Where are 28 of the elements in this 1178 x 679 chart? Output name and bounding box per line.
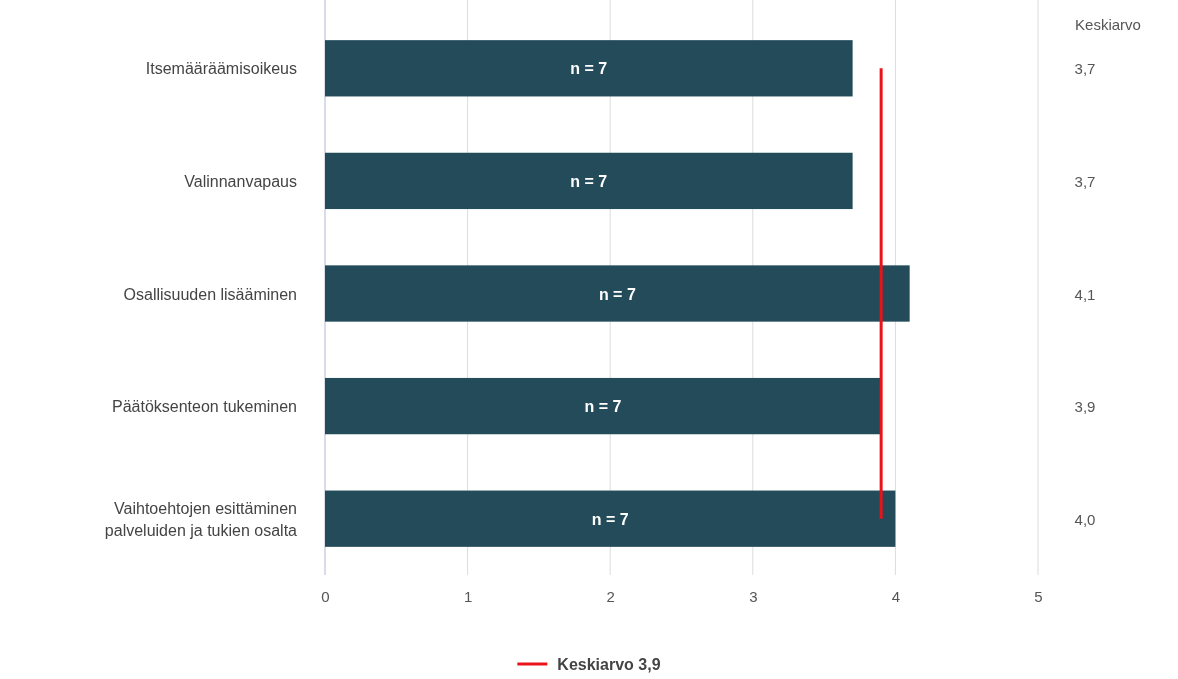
data-label: 4,0: [1074, 510, 1096, 528]
bar: [325, 40, 853, 97]
y-tick-label: Vaihtoehtojen esittäminen palveluiden ja tukien osalta: [104, 499, 298, 539]
text: Keskiarvo: [1075, 16, 1141, 33]
x-tick-label: 0: [321, 587, 330, 605]
bar: [325, 152, 853, 210]
y-tick-label: Valinnanvapaus: [184, 172, 297, 190]
annotation: n = 7: [570, 172, 608, 190]
data-label: 3,7: [1074, 60, 1096, 78]
x-tick-label: 2: [606, 587, 615, 605]
annotation: n = 7: [591, 510, 629, 528]
y-tick-label: Päätöksenteon tukeminen: [111, 398, 297, 416]
x-tick-label: 4: [891, 587, 901, 605]
x-tick-label: 5: [1034, 587, 1043, 605]
x-tick-label: 3: [749, 587, 758, 605]
bar: [325, 377, 882, 435]
data-label: 3,9: [1074, 398, 1096, 416]
bar: [325, 265, 910, 322]
data-label: 4,1: [1074, 285, 1096, 303]
bar: [325, 490, 896, 547]
y-tick-label: Itsemääräämisoikeus: [145, 60, 297, 78]
y-tick-label: Osallisuuden lisääminen: [123, 285, 297, 303]
legend-label: Keskiarvo 3,9: [557, 656, 661, 673]
x-tick-label: 1: [463, 587, 473, 605]
data-label: 3,7: [1074, 172, 1096, 190]
annotation: n = 7: [570, 60, 608, 78]
annotation: n = 7: [584, 398, 622, 416]
annotation: n = 7: [598, 285, 636, 303]
